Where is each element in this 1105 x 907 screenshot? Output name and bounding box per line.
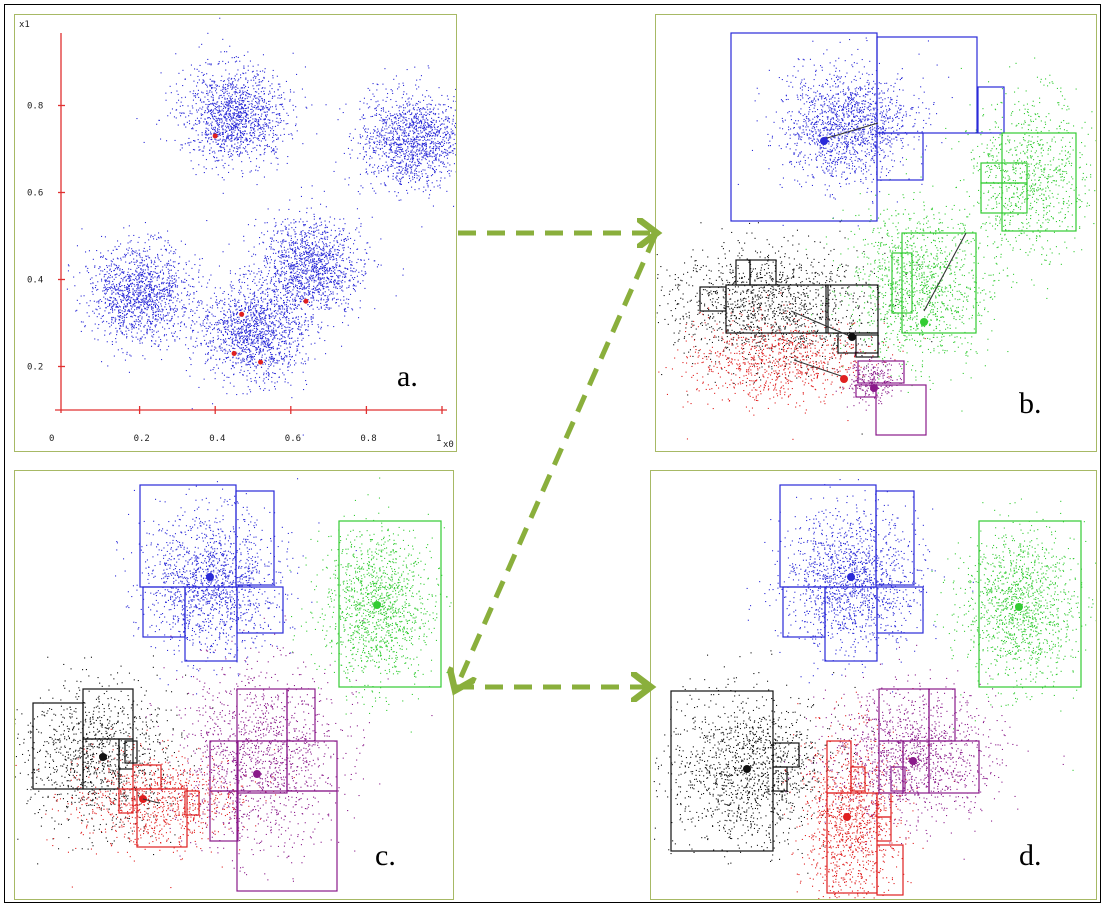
link-green — [923, 232, 967, 312]
cluster-5 — [166, 264, 333, 436]
centroid-red — [840, 375, 848, 383]
purple-cells — [878, 688, 980, 794]
initial-centroid-2 — [239, 311, 245, 317]
blue-points — [115, 478, 357, 695]
y-tick-label: 0.4 — [27, 276, 43, 286]
initial-centroid-1 — [212, 133, 218, 139]
centroid-green — [920, 318, 928, 326]
cluster-3 — [66, 220, 253, 373]
panel-d: d. — [650, 470, 1097, 900]
green-points — [289, 477, 452, 733]
centroid-green — [373, 601, 381, 609]
blue-points — [746, 479, 974, 693]
black-points — [15, 655, 214, 865]
link-black — [790, 310, 853, 338]
green-points-upper — [945, 57, 1096, 298]
y-tick-label: 0.6 — [27, 189, 43, 199]
panel-c-label: c. — [375, 839, 396, 873]
x-tick-label: 1 — [436, 434, 441, 444]
purple-points — [142, 615, 433, 882]
blue-cells — [779, 484, 924, 662]
panel-d-label: d. — [1019, 839, 1042, 873]
black-points — [656, 221, 933, 435]
centroid-blue — [847, 573, 855, 581]
green-points-lower — [805, 156, 1049, 412]
centroid-green — [1015, 603, 1023, 611]
link-red — [142, 798, 160, 804]
panel-a-label: a. — [397, 360, 418, 394]
panel-a: 0.2 0.4 0.6 0.8 0 0.2 0.4 0.6 0.8 1 x0 x1 a. — [14, 14, 457, 452]
blue-points — [737, 37, 953, 227]
panel-c-plot — [15, 477, 452, 892]
centroid-purple — [909, 757, 917, 765]
green-cells — [338, 520, 442, 688]
centroid-purple — [253, 770, 261, 778]
red-cells — [826, 740, 904, 896]
y-tick-label: 0.2 — [27, 363, 43, 373]
black-cells — [32, 688, 138, 790]
y-axis-label: x1 — [19, 20, 30, 30]
black-cells — [670, 690, 800, 852]
red-cells — [118, 764, 200, 848]
x-tick-label: 0.4 — [209, 434, 225, 444]
green-cells — [891, 132, 1077, 334]
cluster-1 — [136, 17, 318, 194]
purple-cells — [209, 688, 338, 892]
blue-cells — [139, 484, 284, 662]
initial-centroid-3 — [231, 350, 237, 356]
green-points — [931, 498, 1096, 771]
centroid-purple — [870, 384, 878, 392]
cluster-2 — [323, 65, 456, 228]
link-blue — [823, 122, 879, 140]
x-tick-label: 0.6 — [285, 434, 301, 444]
panel-a-plot: 0.2 0.4 0.6 0.8 0 0.2 0.4 0.6 0.8 1x0 x1 — [19, 17, 456, 450]
centroid-blue — [820, 137, 828, 145]
centroid-blue — [206, 573, 214, 581]
panel-b-plot — [656, 32, 1096, 440]
purple-points — [784, 644, 1065, 860]
cluster-4 — [228, 185, 404, 347]
purple-cells — [855, 360, 927, 436]
green-cells — [978, 520, 1082, 688]
x-tick-label: 0.8 — [360, 434, 376, 444]
black-points — [653, 650, 874, 874]
panel-d-plot — [653, 479, 1096, 899]
panel-c: c. — [14, 470, 454, 900]
blue-cells — [730, 32, 1005, 222]
initial-centroid-5 — [303, 298, 309, 304]
link-red — [793, 359, 845, 378]
x-tick-label: 0 — [49, 434, 54, 444]
x-tick-label: 0.2 — [134, 434, 150, 444]
centroid-black — [743, 765, 751, 773]
centroid-red — [843, 813, 851, 821]
x-axis-label: x0 — [443, 440, 454, 450]
initial-centroid-4 — [258, 359, 264, 365]
centroid-black — [848, 333, 856, 341]
centroid-black — [99, 753, 107, 761]
panel-b-label: b. — [1019, 387, 1042, 421]
red-points — [658, 292, 926, 440]
figure-frame — [4, 4, 1101, 903]
panel-b: b. — [655, 14, 1097, 452]
y-tick-label: 0.8 — [27, 102, 43, 112]
